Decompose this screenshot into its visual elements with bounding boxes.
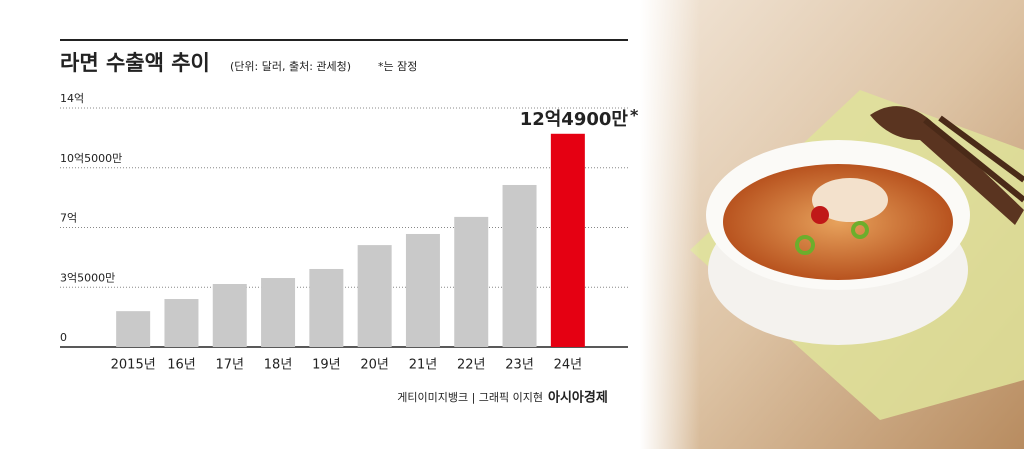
bar: [309, 268, 344, 347]
value-label: 12억4900만: [520, 109, 629, 130]
note: *는 잠정: [378, 60, 417, 73]
x-tick-label: 24년: [554, 358, 583, 373]
y-tick-label: 7억: [60, 212, 77, 225]
y-tick-label: 0: [60, 331, 67, 344]
y-tick-label: 10억5000만: [60, 152, 122, 165]
bar: [116, 311, 151, 347]
bar: [405, 233, 440, 347]
label-mark: *: [630, 105, 639, 124]
chart-subtitle: (단위: 달러, 출처: 관세청): [230, 60, 351, 73]
source: 게티이미지뱅크 | 그래픽 이지현: [397, 391, 543, 404]
bar: [261, 278, 296, 347]
bar: [502, 184, 537, 347]
x-tick-label: 19년: [312, 358, 341, 373]
x-tick-label: 22년: [457, 358, 486, 373]
y-tick-label: 3억5000만: [60, 271, 115, 284]
y-tick-label: 14억: [60, 92, 84, 105]
x-tick-label: 20년: [360, 358, 389, 373]
x-tick-label: 23년: [505, 358, 534, 373]
x-tick-label: 2015년: [111, 358, 156, 373]
photo: [640, 0, 1024, 449]
bar: [550, 133, 585, 347]
bar: [212, 284, 247, 347]
x-tick-label: 18년: [264, 358, 293, 373]
chart-title: 라면 수출액 추이: [60, 51, 210, 75]
bar: [454, 216, 489, 347]
x-tick-label: 16년: [167, 358, 196, 373]
x-tick-label: 21년: [409, 358, 438, 373]
x-tick-label: 17년: [215, 358, 244, 373]
bar: [164, 299, 199, 347]
bar: [357, 245, 392, 347]
brand: 아시아경제: [548, 390, 608, 406]
